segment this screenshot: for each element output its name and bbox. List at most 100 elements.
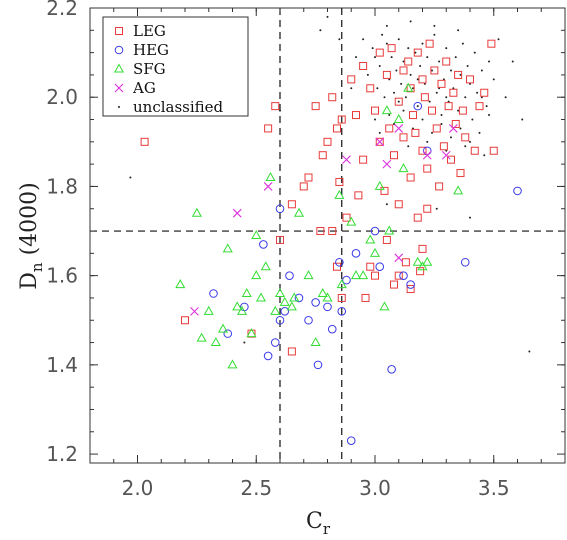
point-leg [433,125,440,132]
point-unclassified [419,65,421,67]
point-leg [450,89,457,96]
point-leg [312,103,319,110]
point-leg [319,152,326,159]
point-heg [305,316,313,324]
point-unclassified [327,16,329,18]
point-sfg [371,249,379,257]
point-heg [407,281,415,289]
y-tick-label: 1.2 [46,442,78,466]
point-unclassified [479,132,481,134]
legend-label-unclassified: unclassified [133,98,224,116]
point-leg [334,125,341,132]
point-leg [405,58,412,65]
point-leg [376,49,383,56]
point-leg [288,348,295,355]
point-unclassified [450,69,452,71]
point-heg [324,303,332,311]
point-unclassified [407,47,409,49]
point-leg [414,214,421,221]
point-leg [445,103,452,110]
point-leg [488,40,495,47]
point-leg [329,94,336,101]
point-ag [395,254,403,262]
point-unclassified [462,43,464,45]
point-heg [514,187,522,195]
point-unclassified [379,65,381,67]
point-unclassified [379,132,381,134]
point-ag [233,209,241,217]
point-unclassified [441,114,443,116]
legend-marker-unclassified [118,106,120,108]
y-tick-label: 2.2 [46,0,78,20]
point-leg [381,187,388,194]
point-leg [429,107,436,114]
point-sfg [454,186,462,194]
series-sfg [176,84,462,368]
point-heg [352,250,360,258]
point-heg [347,437,355,445]
point-leg [367,85,374,92]
point-ag [191,307,199,315]
point-sfg [311,338,319,346]
point-leg [402,259,409,266]
legend-label-sfg: SFG [133,60,166,78]
point-unclassified [438,61,440,63]
point-leg [419,245,426,252]
point-heg [423,147,431,155]
point-leg [348,76,355,83]
point-unclassified [528,350,530,352]
point-sfg [423,258,431,266]
point-unclassified [384,96,386,98]
point-sfg [304,271,312,279]
point-unclassified [422,119,424,121]
point-unclassified [431,132,433,134]
point-heg [376,263,384,271]
point-unclassified [400,83,402,85]
x-tick-label: 2.0 [122,476,154,500]
point-unclassified [386,203,388,205]
point-sfg [219,325,227,333]
point-leg [426,40,433,47]
point-ag [442,151,450,159]
point-leg [372,272,379,279]
point-ag [449,124,457,132]
point-unclassified [350,87,352,89]
point-sfg [352,271,360,279]
point-unclassified [376,87,378,89]
point-unclassified [374,56,376,58]
point-leg [265,125,272,132]
point-leg [355,192,362,199]
point-unclassified [505,96,507,98]
y-tick-label: 1.6 [46,264,78,288]
point-ag [376,138,384,146]
y-tick-label: 1.8 [46,174,78,198]
point-unclassified [471,119,473,121]
point-leg [438,80,445,87]
point-unclassified [417,105,419,107]
point-heg [286,272,294,280]
point-sfg [281,298,289,306]
point-unclassified [521,119,523,121]
point-leg [391,281,398,288]
point-unclassified [433,25,435,27]
point-sfg [359,271,367,279]
point-unclassified [405,96,407,98]
point-leg [400,67,407,74]
legend-label-ag: AG [132,79,156,97]
point-unclassified [476,92,478,94]
point-leg [395,201,402,208]
point-unclassified [436,208,438,210]
x-tick-label: 3.5 [478,476,510,500]
point-unclassified [393,92,395,94]
point-unclassified [362,38,364,40]
point-unclassified [386,43,388,45]
point-unclassified [464,145,466,147]
point-leg [386,125,393,132]
x-axis-label: Cr [306,509,331,538]
y-tick-label: 1.4 [46,353,78,377]
point-leg [419,76,426,83]
point-unclassified [445,96,447,98]
point-unclassified [279,110,281,112]
point-leg [410,112,417,119]
point-sfg [380,302,388,310]
